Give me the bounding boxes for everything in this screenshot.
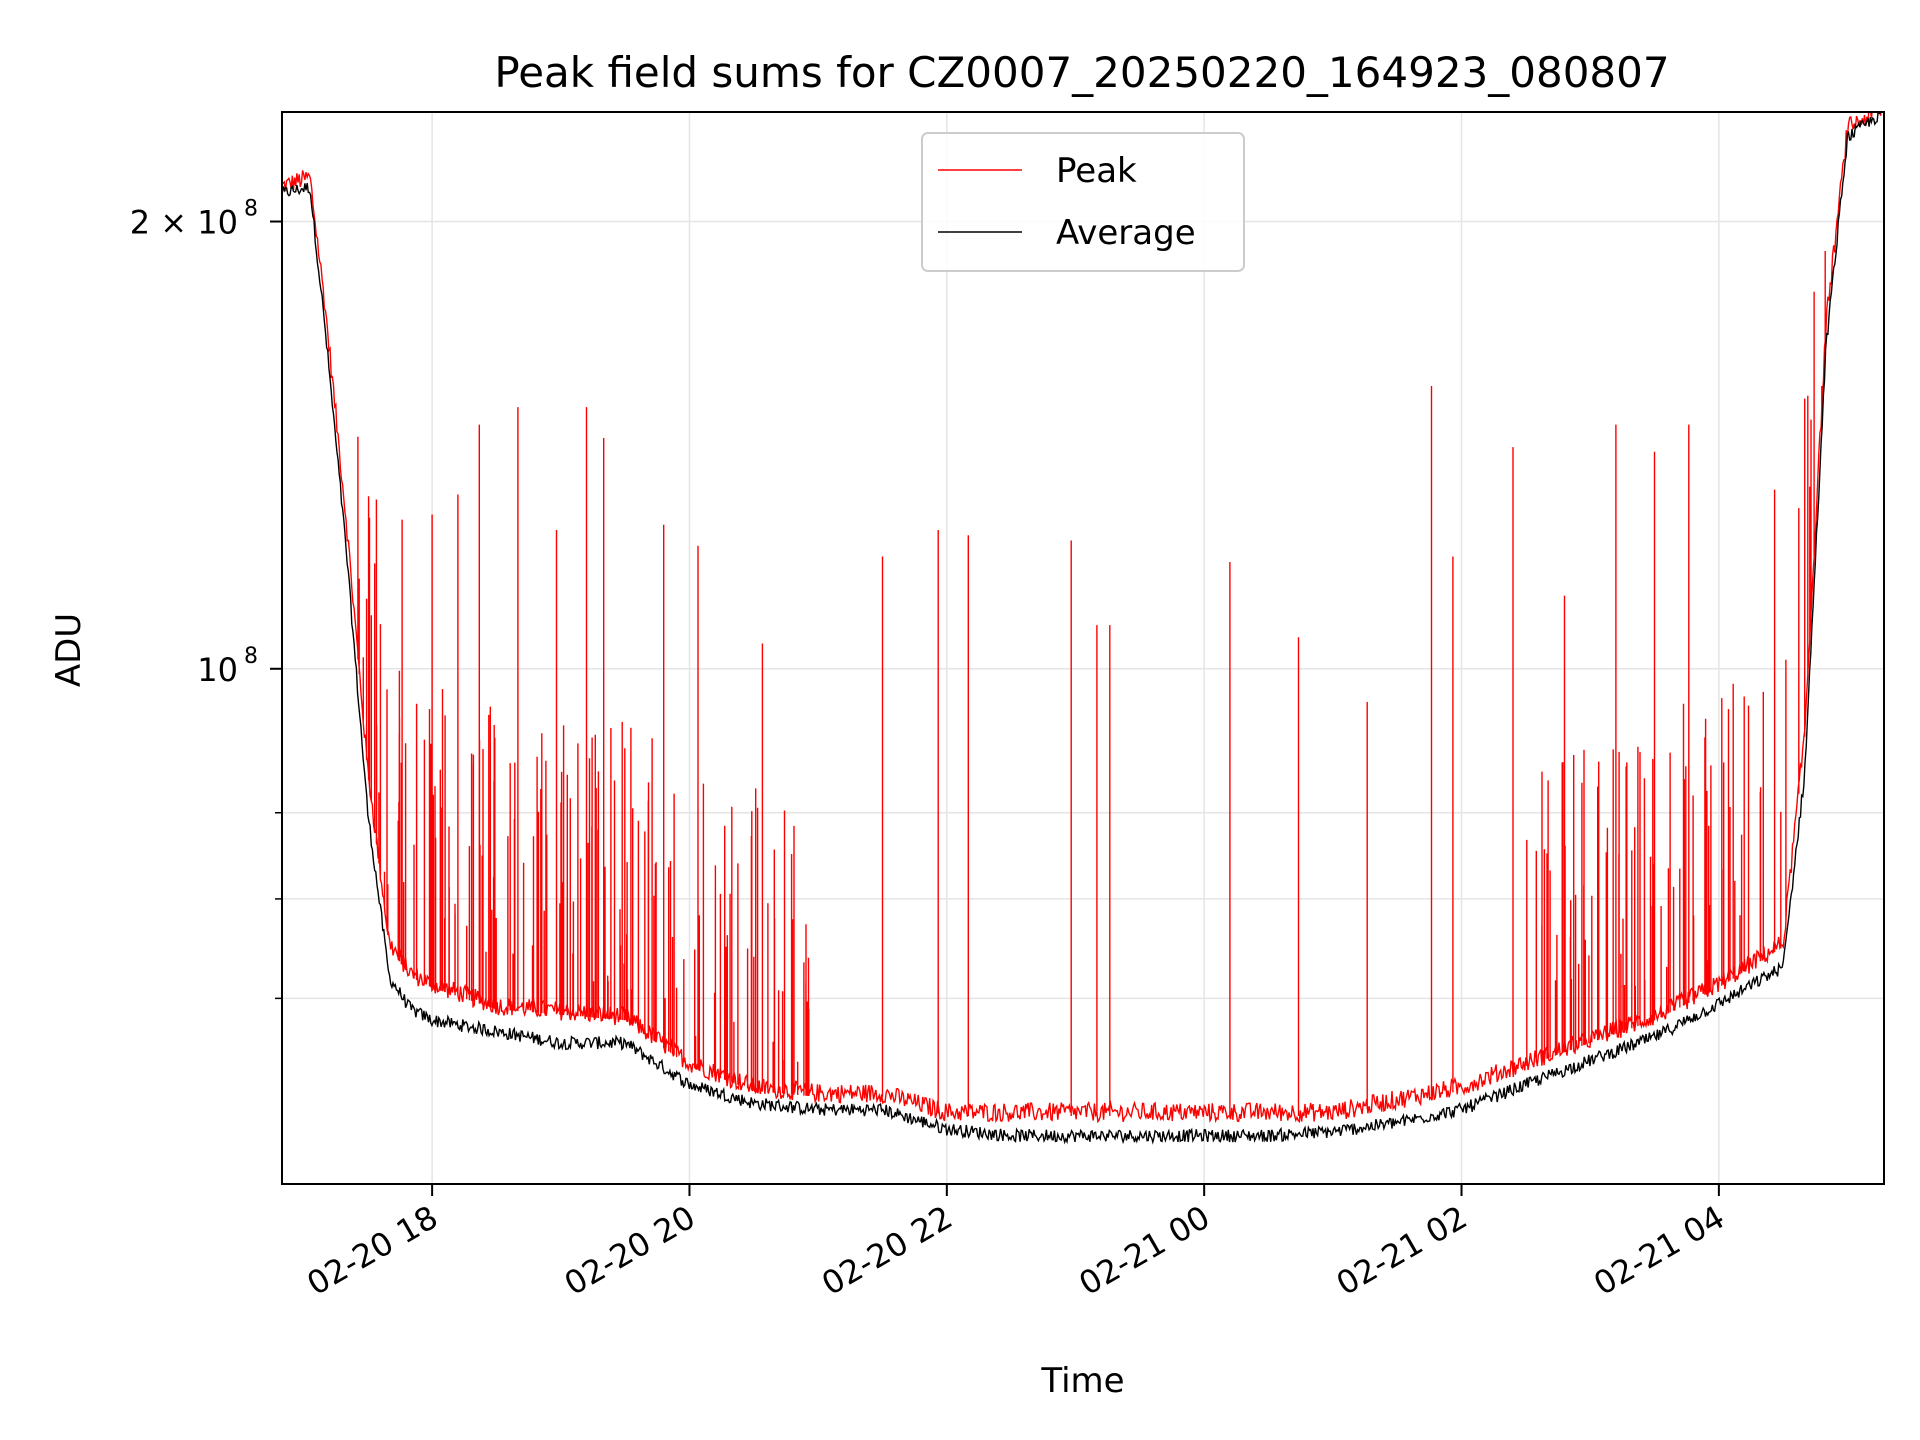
average-series-line [282,112,1884,1145]
y-tick-label: 2 × 10 [130,204,238,242]
plot-frame [281,111,1885,1185]
grid [282,112,1884,1184]
y-axis-label: ADU [49,613,89,687]
legend: Peak Average [921,132,1245,272]
y-tick-exponent: 8 [244,644,258,669]
plot-lines [282,112,1884,1145]
x-axis-label: Time [1040,1361,1124,1401]
y-tick-label: 10 [197,651,238,689]
legend-average-label: Average [1056,213,1196,253]
legend-box [921,132,1245,272]
legend-peak-label: Peak [1056,151,1137,191]
chart-title: Peak field sums for CZ0007_20250220_1649… [494,48,1669,97]
y-axis-ticks: 10 82 × 10 8 [130,197,282,1000]
peak-series-line [282,112,1882,1124]
y-tick-exponent: 8 [244,197,258,222]
